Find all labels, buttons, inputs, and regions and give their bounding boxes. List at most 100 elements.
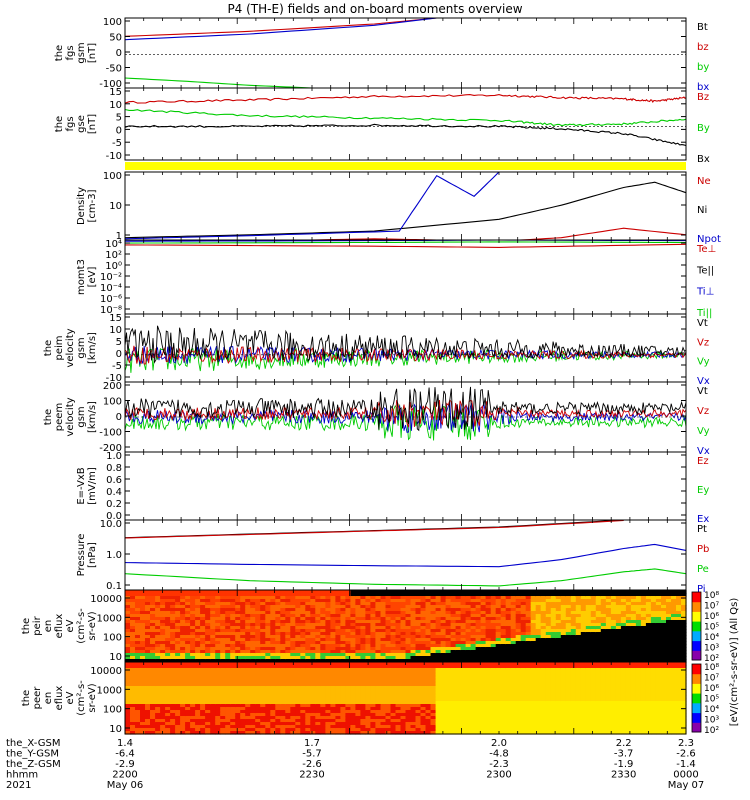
legend-entry: Vx <box>697 446 710 457</box>
xaxis-value: -1.9 <box>614 759 634 770</box>
colorbar-bottom <box>692 673 701 684</box>
panel-pressure <box>124 519 687 591</box>
colorbar-bottom-frame <box>691 663 702 733</box>
xaxis-value: 1.7 <box>304 738 320 749</box>
xaxis-value: -2.6 <box>302 759 322 770</box>
ytick-label: -200 <box>99 443 122 454</box>
xaxis-value: May 07 <box>668 780 705 791</box>
ylabel: (cm²-s- <box>76 608 87 644</box>
ylabel: [km/s] <box>87 401 98 433</box>
colorbar-bottom <box>692 683 701 694</box>
legend-entry: Te⊥ <box>696 244 716 255</box>
series-bz <box>124 17 437 37</box>
panel-peim-velocity <box>124 313 687 383</box>
ylabel: velocity <box>65 328 76 367</box>
ylabel: peim <box>54 335 65 360</box>
ytick-label: 0.4 <box>106 487 122 498</box>
ylabel: sr-eV) <box>87 611 98 640</box>
ytick-label: 10000 <box>90 594 122 605</box>
ytick-label: 1000 <box>97 613 122 624</box>
series-black <box>124 386 687 432</box>
ytick-label: 0 <box>116 412 122 423</box>
colorbar-top <box>692 650 701 661</box>
ylabel: eflux <box>54 614 65 639</box>
xaxis-value: -2.6 <box>676 749 696 760</box>
legend-entry: Pb <box>697 544 709 555</box>
legend-entry: Vt <box>697 386 708 397</box>
panel-peir-spectrogram <box>124 589 687 663</box>
ytick-label: 50 <box>109 33 122 44</box>
colorbar-top <box>692 601 701 612</box>
xaxis-value: 2200 <box>112 770 137 781</box>
ylabel: fgs <box>65 45 76 60</box>
xaxis-value: May 06 <box>107 780 144 791</box>
colorbar-tick: 10⁴ <box>704 705 719 715</box>
colorbar-tick: 10³ <box>704 716 719 726</box>
series-Pb <box>124 519 624 539</box>
legend-entry: Bz <box>697 92 709 103</box>
ylabel: [mV/m] <box>87 467 98 505</box>
ytick-label: -100 <box>99 79 122 90</box>
colorbar-tick: 10⁴ <box>704 633 719 643</box>
legend-entry: Ni <box>697 205 707 216</box>
legend-entry: Vt <box>697 318 708 329</box>
ytick-label: 5 <box>116 337 122 348</box>
series-Bz <box>124 94 687 104</box>
ytick-label: -10 <box>106 151 122 162</box>
colorbar-tick: 10⁵ <box>704 623 719 633</box>
colorbar-tick: 10³ <box>704 644 719 654</box>
colorbar-tick: 10⁷ <box>704 674 719 684</box>
ylabel: eflux <box>54 686 65 711</box>
panel-frame <box>124 451 687 521</box>
ylabel: eV <box>65 619 76 632</box>
xaxis-value: 2330 <box>611 770 636 781</box>
ytick-label: 1.0 <box>106 550 122 561</box>
panel-fgs-gsm <box>124 17 687 89</box>
xaxis-row-label: 2021 <box>6 780 31 791</box>
ytick-label: 10 <box>109 724 122 735</box>
legend-entry: Vz <box>697 337 709 348</box>
colorbar-top <box>692 592 701 603</box>
ylabel: peer <box>32 686 43 710</box>
xaxis-value: -4.8 <box>489 749 509 760</box>
colorbar-tick: 10⁶ <box>704 612 719 622</box>
ylabel: [eV] <box>87 267 98 288</box>
xaxis-value: -2.3 <box>489 759 509 770</box>
ylabel: [nT] <box>87 43 98 63</box>
ylabel: velocity <box>65 397 76 436</box>
xaxis-value: -3.7 <box>614 749 634 760</box>
ylabel: the <box>43 409 54 425</box>
panel-peer-spectrogram <box>124 661 687 735</box>
series-Te⊥ <box>124 243 687 248</box>
legend-entry: Bx <box>697 154 710 165</box>
legend-entry: Ti|| <box>696 308 712 319</box>
ylabel: en <box>43 692 54 705</box>
panel-frame <box>124 239 687 315</box>
xaxis-value: -1.4 <box>676 759 696 770</box>
chart-title: P4 (TH-E) fields and on-board moments ov… <box>227 2 523 16</box>
ytick-label: 10 <box>109 100 122 111</box>
ytick-label: 10⁴ <box>105 239 122 250</box>
ytick-label: 100 <box>103 633 122 644</box>
colorbar-bottom <box>692 693 701 704</box>
ylabel: en <box>43 620 54 633</box>
panel-moms-temp <box>124 239 687 315</box>
ytick-label: 10 <box>109 325 122 336</box>
ytick-label: 10² <box>105 250 122 261</box>
legend-entry: bx <box>697 82 709 93</box>
ylabel: the <box>21 690 32 706</box>
ytick-label: -50 <box>106 64 122 75</box>
ytick-label: 10⁰ <box>105 261 122 272</box>
ylabel: the <box>54 116 65 132</box>
series-Ni <box>124 181 687 239</box>
panel-fgs-gse <box>124 87 687 161</box>
ylabel: peem <box>54 403 65 431</box>
ylabel: gsm <box>76 406 87 427</box>
ytick-label: 1 <box>116 231 122 242</box>
legend-entry: Npot <box>697 234 721 245</box>
series-green <box>124 403 687 441</box>
xaxis-value: 2230 <box>299 770 324 781</box>
series-Bx <box>124 123 687 147</box>
ytick-label: 10000 <box>90 666 122 677</box>
